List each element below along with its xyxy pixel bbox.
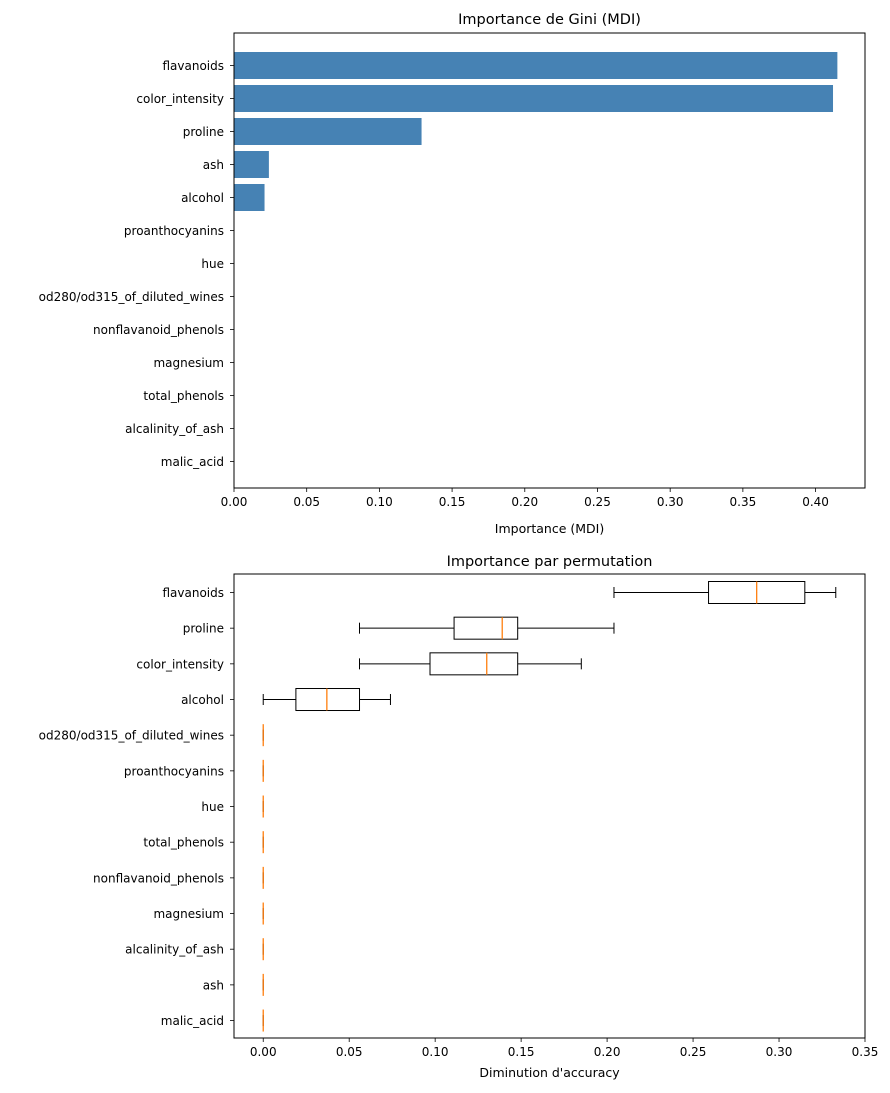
y-tick-label: ash [203, 158, 224, 172]
bar-flavanoids [234, 52, 838, 79]
x-tick-label: 0.35 [852, 1045, 879, 1059]
y-tick-label: nonflavanoid_phenols [93, 871, 224, 885]
x-tick-label: 0.15 [508, 1045, 535, 1059]
y-tick-label: flavanoids [162, 586, 224, 600]
bar-ash [234, 151, 269, 178]
chart-title: Importance de Gini (MDI) [458, 12, 641, 28]
gini-importance-chart: Importance de Gini (MDI) Importance (MDI… [39, 12, 866, 536]
bar-color-intensity [234, 85, 834, 112]
boxplot-proline [359, 616, 615, 640]
x-axis-label: Diminution d'accuracy [479, 1065, 620, 1080]
y-tick-label: proline [183, 622, 224, 636]
y-tick-label: malic_acid [161, 1014, 224, 1028]
y-tick-label: proanthocyanins [124, 224, 224, 238]
y-tick-label: ash [203, 978, 224, 992]
y-tick-label: alcalinity_of_ash [125, 943, 224, 957]
x-tick-label: 0.25 [680, 1045, 707, 1059]
x-tick-label: 0.20 [594, 1045, 621, 1059]
boxplot-color-intensity [359, 652, 582, 676]
y-tick-label: alcohol [181, 693, 224, 707]
y-tick-label: hue [201, 800, 224, 814]
y-tick-label: total_phenols [143, 389, 224, 403]
permutation-importance-chart: Importance par permutation Diminution d'… [39, 554, 879, 1080]
x-tick-label: 0.00 [250, 1045, 277, 1059]
x-tick-label: 0.30 [657, 495, 684, 509]
y-tick-label: magnesium [153, 356, 224, 370]
x-tick-label: 0.35 [730, 495, 757, 509]
x-tick-label: 0.40 [802, 495, 829, 509]
box [429, 652, 519, 676]
box [295, 688, 361, 712]
x-axis-label: Importance (MDI) [495, 521, 604, 536]
x-tick-label: 0.05 [336, 1045, 363, 1059]
plot-frame [233, 32, 866, 489]
bar-alcohol [234, 184, 265, 211]
y-tick-label: proline [183, 125, 224, 139]
y-tick-label: od280/od315_of_diluted_wines [39, 729, 224, 743]
y-tick-label: alcalinity_of_ash [125, 422, 224, 436]
plot-frame [233, 573, 866, 1039]
y-tick-label: magnesium [153, 907, 224, 921]
y-tick-label: hue [201, 257, 224, 271]
x-tick-label: 0.05 [293, 495, 320, 509]
x-tick-label: 0.25 [584, 495, 611, 509]
y-tick-label: nonflavanoid_phenols [93, 323, 224, 337]
x-tick-label: 0.15 [439, 495, 466, 509]
x-tick-label: 0.10 [422, 1045, 449, 1059]
y-tick-label: color_intensity [136, 92, 224, 106]
box [453, 616, 519, 640]
boxplot-flavanoids [613, 581, 837, 604]
y-tick-label: color_intensity [136, 657, 224, 671]
y-tick-label: total_phenols [143, 836, 224, 850]
y-tick-label: alcohol [181, 191, 224, 205]
boxplot-alcohol [262, 688, 391, 712]
y-tick-label: flavanoids [162, 59, 224, 73]
y-tick-label: od280/od315_of_diluted_wines [39, 290, 224, 304]
chart-title: Importance par permutation [447, 554, 653, 570]
x-tick-label: 0.30 [766, 1045, 793, 1059]
x-tick-label: 0.10 [366, 495, 393, 509]
x-tick-label: 0.20 [511, 495, 538, 509]
bar-proline [234, 118, 422, 145]
x-tick-label: 0.00 [221, 495, 248, 509]
y-tick-label: malic_acid [161, 455, 224, 469]
y-tick-label: proanthocyanins [124, 764, 224, 778]
